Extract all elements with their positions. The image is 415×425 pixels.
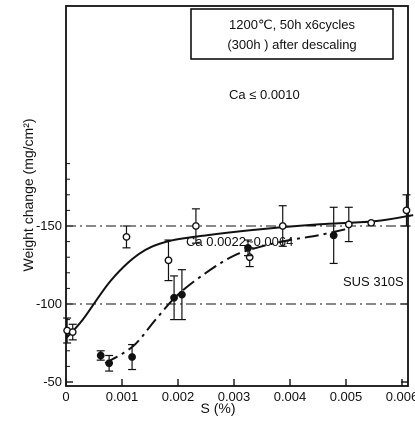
data-point-ca-0-0022-0-0064: [96, 351, 105, 360]
data-point-ca-0-0022-0-0064: [329, 231, 338, 240]
x-tick-label: 0.006: [386, 389, 415, 404]
data-point-ca-0-0010: [344, 220, 353, 229]
x-tick-label: 0.004: [274, 389, 307, 404]
data-point-ca-0-0010: [278, 222, 287, 230]
x-tick-label: 0.001: [106, 389, 139, 404]
x-tick-label: 0.005: [330, 389, 363, 404]
y-tick-label: -150: [36, 218, 62, 233]
x-tick-label: 0.002: [162, 389, 195, 404]
x-tick-label: 0: [62, 389, 69, 404]
label-ca-high: Ca 0.0022~0.0064: [186, 234, 293, 249]
data-point-ca-0-0010: [68, 328, 77, 336]
data-point-ca-0-0010: [164, 256, 173, 265]
data-point-ca-0-0022-0-0064: [128, 353, 136, 361]
x-axis-title: S (%): [201, 400, 236, 416]
condition-line-1: 1200℃, 50h x6cycles: [229, 17, 355, 32]
data-point-ca-0-0022-0-0064: [178, 290, 186, 299]
condition-line-2: (300h ) after descaling: [227, 37, 356, 52]
y-tick-label: -50: [43, 374, 62, 389]
data-point-ca-0-0010: [192, 222, 200, 230]
data-point-ca-0-0010: [367, 218, 376, 227]
plot-layer: -50 -100 -150 0 0.001 0.002 0.003 0.004 0.005 0.0…: [36, 5, 415, 404]
y-tick-label: -100: [36, 296, 62, 311]
label-sus: SUS 310S: [343, 274, 404, 289]
condition-box: 1200℃, 50h x6cycles (300h ) after descal…: [190, 8, 394, 60]
data-point-ca-0-0022-0-0064: [105, 359, 114, 368]
label-ca-low: Ca ≤ 0.0010: [229, 87, 300, 102]
data-point-ca-0-0022-0-0064: [170, 293, 178, 302]
y-axis-title: Weight change (mg/cm²): [20, 118, 36, 271]
data-point-ca-0-0010: [122, 233, 131, 241]
series-curve-ca-0-0022-0-0064: [104, 228, 347, 365]
plot-frame: [65, 5, 409, 387]
data-point-ca-0-0010: [402, 206, 411, 215]
x-tick-label: 0.003: [218, 389, 251, 404]
data-point-ca-0-0022-0-0064: [244, 243, 252, 252]
condition-box-frame: [190, 8, 394, 60]
